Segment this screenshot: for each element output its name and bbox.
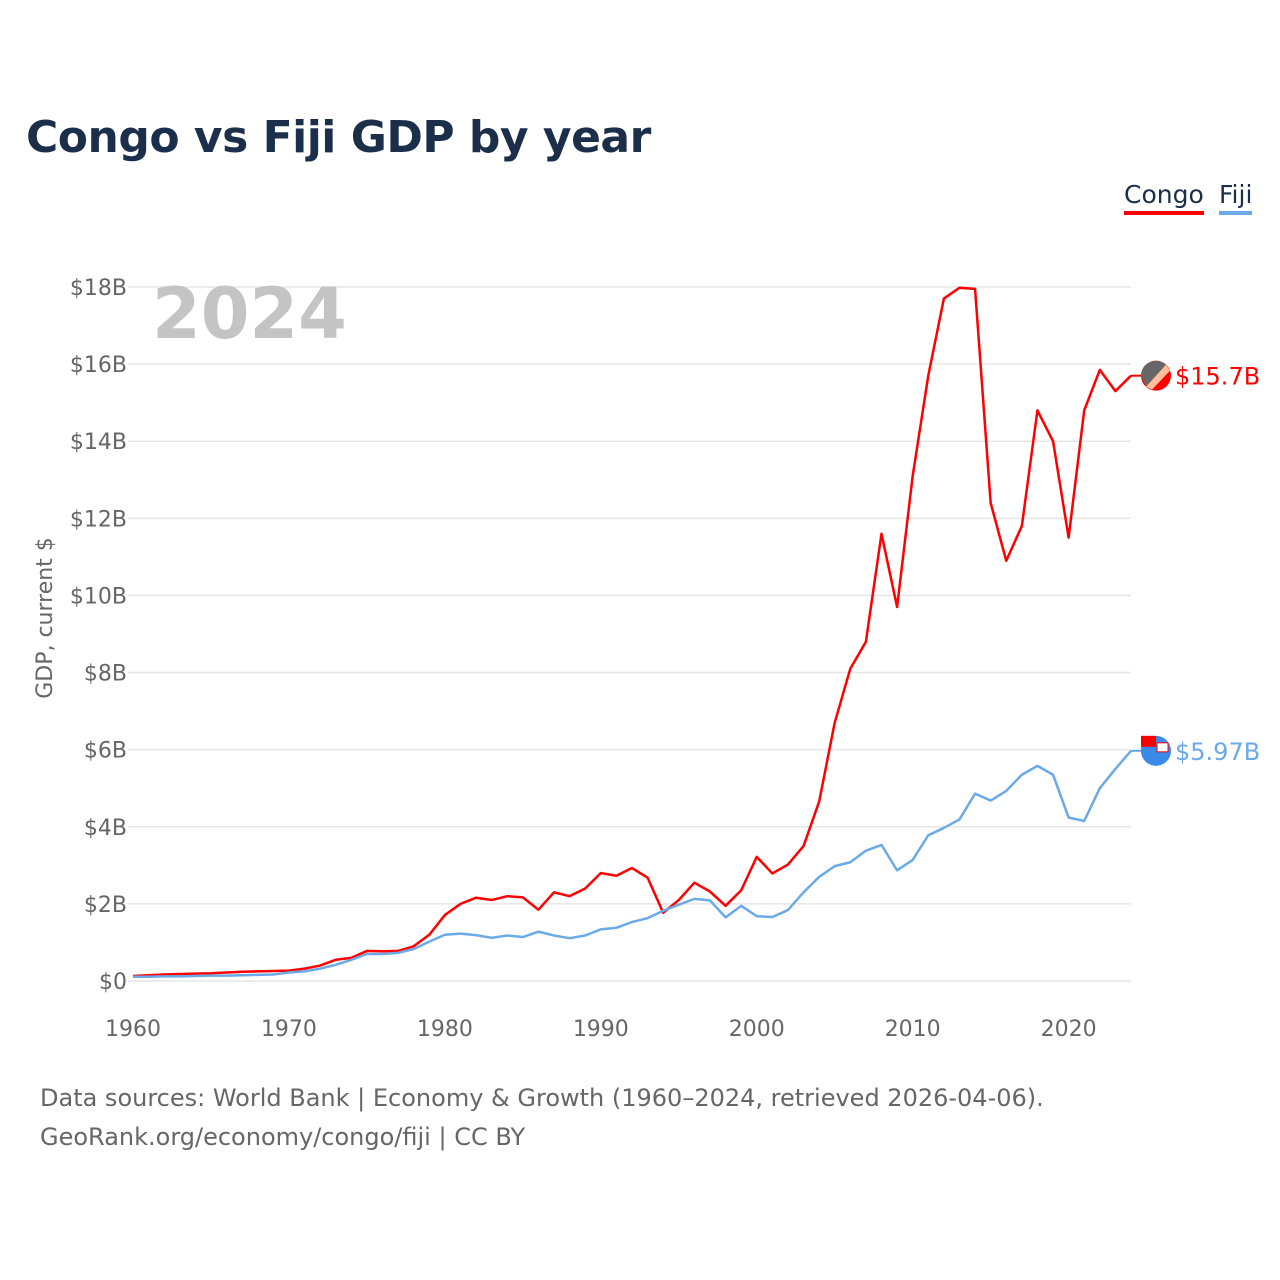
y-tick-label: $16B — [70, 353, 127, 378]
y-tick-label: $6B — [84, 739, 127, 764]
end-value-label-fiji: $5.97B — [1175, 738, 1260, 766]
y-tick-label: $14B — [70, 430, 127, 455]
x-tick-label: 2000 — [729, 1017, 785, 1042]
x-tick-label: 2020 — [1041, 1017, 1097, 1042]
end-value-label-congo: $15.7B — [1175, 363, 1260, 391]
footer-sources: Data sources: World Bank | Economy & Gro… — [40, 1084, 1044, 1112]
x-tick-label: 1960 — [105, 1017, 161, 1042]
flag-icon-fiji-shield — [1156, 742, 1169, 753]
x-tick-label: 1990 — [573, 1017, 629, 1042]
legend-item-fiji[interactable]: Fiji — [1219, 180, 1253, 215]
x-tick-label: 2010 — [885, 1017, 941, 1042]
y-axis-label: GDP, current $ — [33, 537, 58, 699]
y-tick-label: $4B — [84, 816, 127, 841]
footer-link[interactable]: GeoRank.org/economy/congo/fiji | CC BY — [40, 1123, 526, 1151]
y-tick-label: $0 — [99, 970, 127, 995]
year-label: 2024 — [152, 273, 347, 355]
series-line-congo — [132, 286, 1132, 978]
flag-icon-congo-stripe — [1146, 364, 1170, 390]
y-tick-label: $8B — [84, 662, 127, 687]
x-tick-label: 1980 — [417, 1017, 473, 1042]
y-tick-label: $10B — [70, 584, 127, 609]
x-tick-label: 1970 — [261, 1017, 317, 1042]
series-line-fiji — [133, 750, 1132, 979]
y-tick-label: $2B — [84, 893, 127, 918]
y-tick-label: $12B — [70, 507, 127, 532]
flag-icon-congo-dark — [1141, 360, 1166, 387]
chart-title: Congo vs Fiji GDP by year — [26, 112, 651, 163]
legend-item-congo[interactable]: Congo — [1124, 180, 1204, 215]
y-tick-label: $18B — [70, 276, 127, 301]
flag-icon-fiji-union — [1141, 735, 1156, 747]
